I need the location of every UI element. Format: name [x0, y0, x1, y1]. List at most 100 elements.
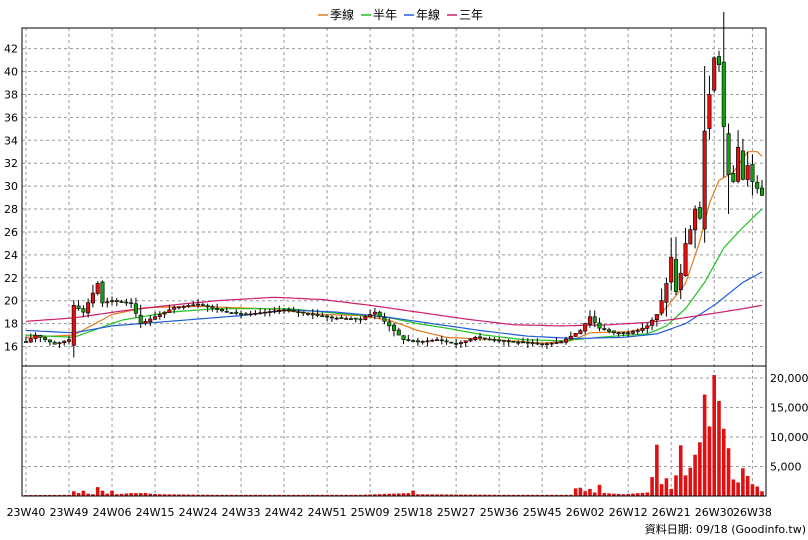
candle	[740, 138, 745, 181]
candle	[583, 323, 588, 335]
volume-bar	[621, 494, 626, 496]
candle	[501, 339, 506, 346]
candle	[726, 123, 731, 214]
candle-body	[716, 56, 722, 65]
candle	[611, 330, 616, 336]
candle-body	[501, 339, 506, 342]
candle-body	[664, 283, 669, 303]
candle	[559, 340, 564, 344]
candle-body	[420, 341, 425, 343]
candle	[372, 308, 377, 320]
volume-bar	[583, 491, 587, 496]
candle-body	[148, 318, 153, 323]
candle	[669, 237, 674, 291]
candle	[43, 336, 48, 343]
candle	[549, 342, 554, 347]
price-tick-label: 28	[4, 203, 18, 216]
price-tick-label: 24	[4, 249, 18, 262]
candle	[105, 297, 110, 308]
candle	[52, 340, 57, 345]
candle	[449, 341, 454, 344]
candle	[86, 298, 91, 318]
volume-bar	[129, 493, 133, 496]
volume-bar	[645, 492, 650, 496]
candle-body	[568, 335, 573, 340]
volume-bar	[91, 494, 95, 496]
volume-bar	[416, 494, 420, 496]
candle	[750, 154, 755, 196]
candle-body	[635, 330, 640, 332]
price-tick-label: 30	[4, 180, 18, 193]
candle	[310, 308, 315, 320]
volume-bar	[339, 494, 344, 496]
candle	[267, 309, 272, 317]
candle-body	[224, 311, 229, 313]
candle-body	[583, 323, 588, 332]
volume-bar	[726, 448, 731, 496]
volume-bar	[659, 484, 664, 496]
x-tick-label: 26W02	[566, 506, 605, 519]
candle	[659, 288, 664, 316]
candle-body	[334, 317, 339, 320]
legend-label: 三年	[459, 8, 483, 22]
candle-body	[262, 311, 267, 314]
candle-body	[100, 281, 105, 304]
candle-body	[731, 173, 736, 182]
candle-body	[482, 337, 487, 340]
candle	[597, 317, 602, 332]
volume-bar	[344, 494, 348, 496]
x-tick-label: 24W24	[179, 506, 218, 519]
volume-bar	[459, 494, 463, 496]
volume-bar	[115, 494, 119, 496]
volume-bar	[301, 494, 305, 496]
candle	[630, 329, 635, 335]
candle-body	[344, 318, 349, 320]
candle-body	[463, 340, 468, 343]
candle	[564, 336, 569, 345]
candle-body	[253, 312, 258, 315]
candle	[253, 310, 258, 316]
candle-body	[430, 339, 435, 342]
price-tick-label: 42	[4, 43, 18, 56]
candle	[635, 328, 640, 335]
volume-bar	[741, 468, 745, 496]
candle-body	[487, 338, 492, 341]
candle-body	[434, 339, 440, 341]
candle-body	[712, 57, 717, 91]
candle	[621, 331, 626, 337]
volume-bar	[516, 494, 521, 496]
candle	[277, 305, 282, 315]
volume-bar	[177, 494, 181, 496]
candle	[110, 296, 115, 306]
candle-body	[66, 339, 72, 342]
candle	[731, 165, 736, 184]
volume-bar	[258, 494, 262, 496]
volume-bar	[530, 494, 535, 496]
volume-bar	[201, 494, 205, 496]
volume-bar	[554, 494, 559, 496]
volume-bar	[368, 494, 372, 496]
volume-bar	[287, 494, 291, 496]
volume-bar	[683, 475, 688, 496]
candle-body	[511, 340, 516, 343]
candle-body	[516, 341, 521, 344]
candle-body	[296, 311, 301, 313]
plot-area	[21, 11, 767, 497]
candle-body	[95, 283, 100, 294]
candle	[468, 338, 473, 343]
volume-bars	[24, 375, 764, 496]
volume-bar	[468, 494, 473, 496]
volume-bar	[650, 477, 654, 496]
volume-bar	[267, 494, 272, 496]
candle-body	[740, 150, 745, 180]
candle-body	[248, 313, 253, 316]
price-tick-label: 20	[4, 295, 18, 308]
candle	[167, 304, 172, 313]
candle	[90, 284, 95, 308]
candle	[391, 322, 397, 337]
candle	[678, 264, 683, 300]
candle-body	[138, 314, 143, 324]
candle-body	[468, 338, 473, 342]
candle-body	[71, 304, 76, 346]
candle-body	[755, 181, 760, 189]
